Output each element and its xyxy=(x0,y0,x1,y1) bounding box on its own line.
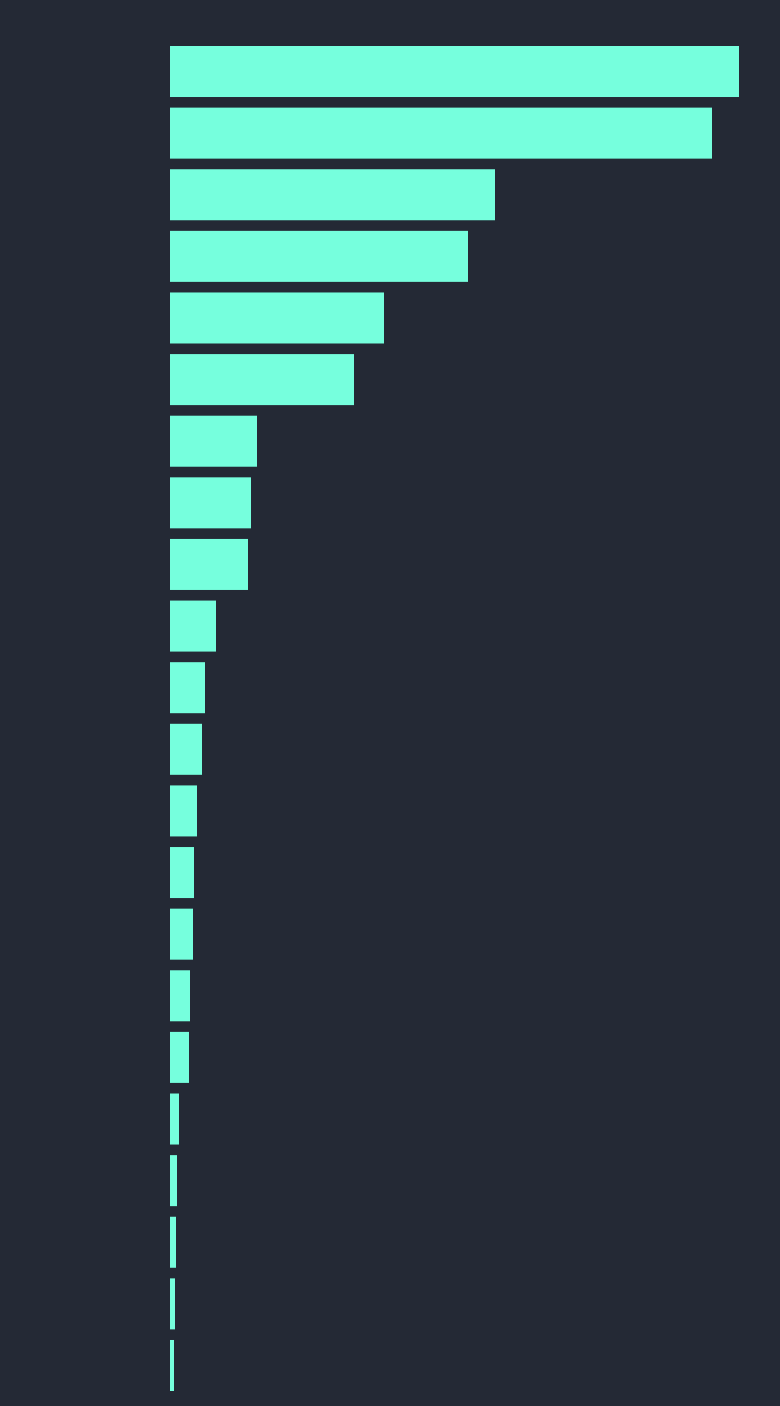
bar xyxy=(170,292,384,344)
bar xyxy=(170,415,257,467)
bar xyxy=(170,785,197,837)
bar xyxy=(170,1155,177,1207)
bar xyxy=(170,847,194,899)
bar xyxy=(170,107,712,159)
bar xyxy=(170,1216,176,1268)
bar xyxy=(170,1339,174,1391)
bar xyxy=(170,46,739,98)
bar xyxy=(170,1278,175,1330)
bar xyxy=(170,169,495,221)
bar xyxy=(170,600,216,652)
bar xyxy=(170,970,190,1022)
bar xyxy=(170,723,202,775)
bar xyxy=(170,1031,189,1083)
bar xyxy=(170,230,468,282)
bar xyxy=(170,538,248,590)
bar xyxy=(170,662,205,714)
bar xyxy=(170,1093,179,1145)
bar xyxy=(170,477,251,529)
bar xyxy=(170,354,354,406)
bar xyxy=(170,908,193,960)
